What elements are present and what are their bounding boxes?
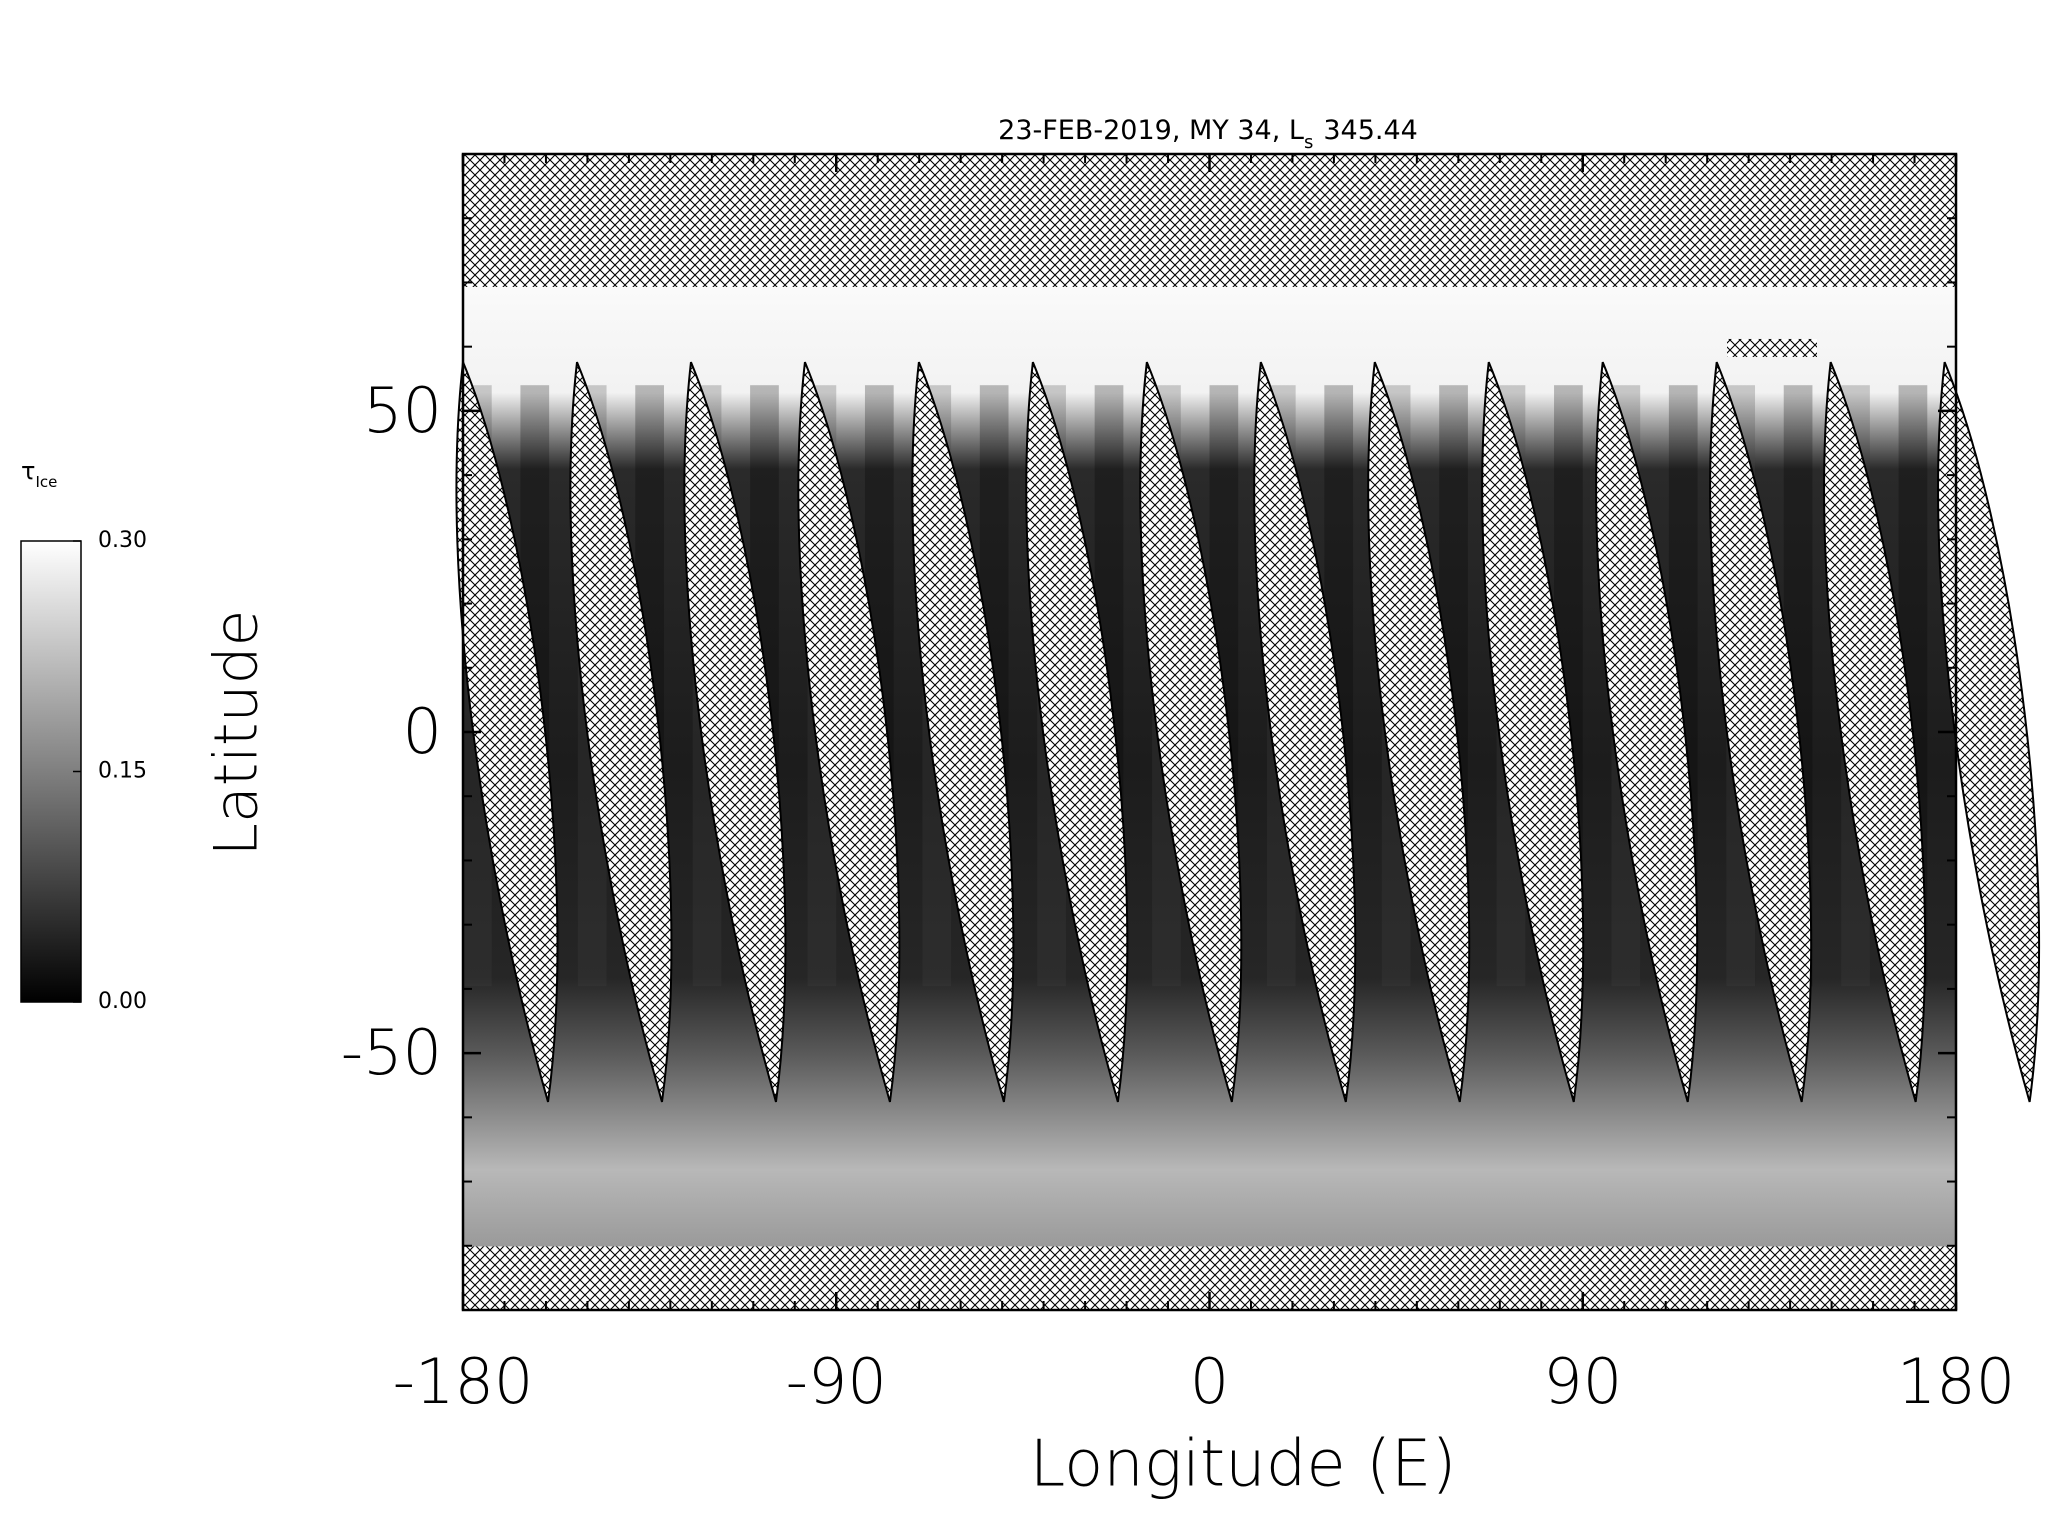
title-subscript: s xyxy=(1304,132,1313,153)
data-gap xyxy=(1139,361,1243,1103)
data-gap xyxy=(1481,361,1585,1103)
x-tick-label: -180 xyxy=(393,1345,534,1418)
colorbar-symbol: τ xyxy=(21,457,35,485)
data-gap xyxy=(569,361,673,1103)
data-gap xyxy=(1709,361,1813,1103)
y-tick-label: -50 xyxy=(341,1016,442,1089)
data-gap xyxy=(1823,361,1927,1103)
colorbar-tick-label: 0.30 xyxy=(98,528,147,553)
colorbar-subscript: Ice xyxy=(35,473,57,491)
chart-title: 23-FEB-2019, MY 34, Ls 345.44 xyxy=(998,115,1418,154)
plot-area xyxy=(455,152,2041,1312)
x-tick-label: 90 xyxy=(1543,1345,1622,1418)
data-gap xyxy=(1595,361,1699,1103)
data-gap xyxy=(1025,361,1129,1103)
x-tick-label: -90 xyxy=(786,1345,887,1418)
x-tick-label: 180 xyxy=(1897,1345,2015,1418)
x-tick-label: 0 xyxy=(1190,1345,1229,1418)
y-tick-label: 50 xyxy=(363,374,442,447)
x-axis-label: Longitude (E) xyxy=(1030,1428,1457,1502)
colorbar-tick-label: 0.15 xyxy=(98,759,147,784)
data-gap xyxy=(455,361,559,1103)
data-gap xyxy=(911,361,1015,1103)
data-gap xyxy=(1727,338,1817,357)
colorbar-label: τIce xyxy=(21,457,57,491)
colorbar xyxy=(20,540,82,1003)
data-gap xyxy=(1253,361,1357,1103)
y-tick-label: 0 xyxy=(403,695,442,768)
title-main: 23-FEB-2019, MY 34, L xyxy=(998,115,1304,146)
data-gap xyxy=(1367,361,1471,1103)
data-gap xyxy=(1937,361,2041,1103)
title-suffix: 345.44 xyxy=(1323,115,1417,146)
data-gap xyxy=(683,361,787,1103)
data-gap xyxy=(797,361,901,1103)
y-axis-label: Latitude xyxy=(202,610,272,857)
colorbar-tick-label: 0.00 xyxy=(98,989,147,1014)
